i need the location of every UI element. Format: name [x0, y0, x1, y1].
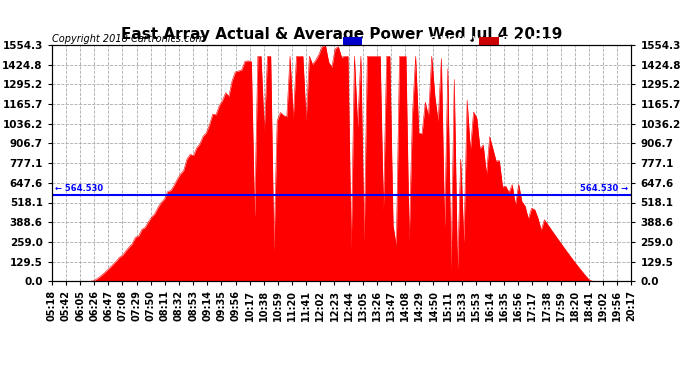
Title: East Array Actual & Average Power Wed Jul 4 20:19: East Array Actual & Average Power Wed Ju… — [121, 27, 562, 42]
Text: 564.530 →: 564.530 → — [580, 184, 628, 193]
Text: ← 564.530: ← 564.530 — [55, 184, 103, 193]
Legend: Average  (DC Watts), East Array  (DC Watts): Average (DC Watts), East Array (DC Watts… — [341, 34, 627, 48]
Text: Copyright 2018 Cartronics.com: Copyright 2018 Cartronics.com — [52, 34, 205, 44]
